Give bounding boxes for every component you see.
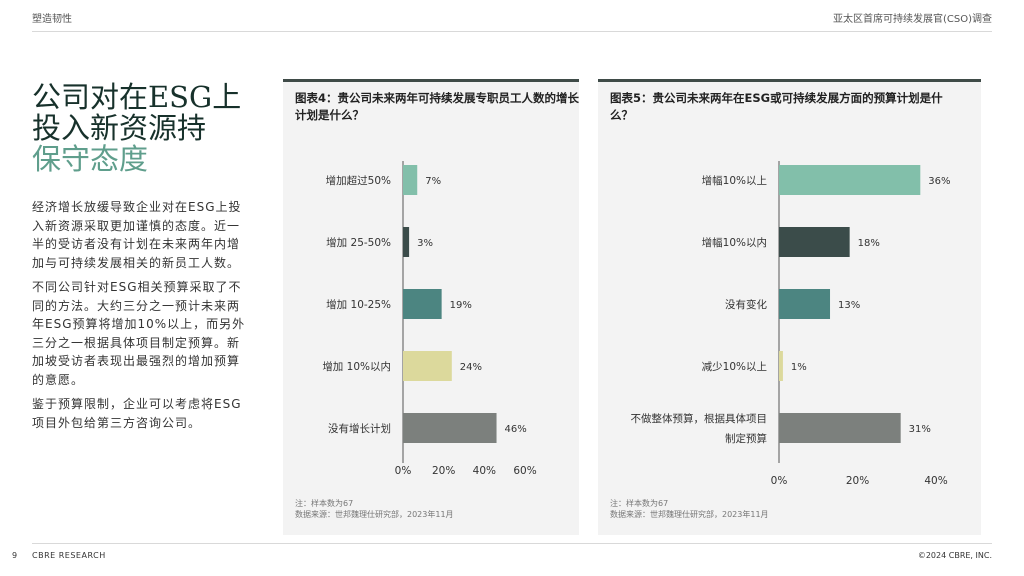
x-tick-label: 40% [473,465,496,477]
page-headline: 公司对在ESG上 投入新资源持 保守态度 [32,82,262,175]
category-label: 没有变化 [725,298,767,311]
chart-source: 数据来源：世邦魏理仕研究部，2023年11月 [610,510,769,519]
category-label: 没有增长计划 [328,422,391,435]
x-tick-label: 20% [846,475,869,487]
chart-source: 数据来源：世邦魏理仕研究部，2023年11月 [295,510,454,519]
category-label: 增幅10%以上 [702,174,767,187]
headline-line-3: 保守态度 [32,142,149,176]
chart-note: 注：样本数为67 [610,499,669,508]
x-tick-label: 60% [513,465,536,477]
chart-4-plot: 7% 增加超过50% 3% 增加 25-50% 19% 增加 10-25% 24% 增加 10… [322,161,537,477]
page-number: 9 [12,551,18,560]
bar [779,413,901,443]
bar [403,227,410,257]
bar [779,227,850,257]
data-label: 46% [505,424,527,435]
headline-line-2: 投入新资源持 [32,111,207,145]
data-label: 1% [791,362,807,373]
header-divider [32,31,992,32]
x-tick-label: 20% [432,465,455,477]
category-label: 增加 10%以内 [322,360,391,373]
data-label: 3% [417,238,433,249]
chart-5-plot: 36% 增幅10%以上 18% 增幅10%以内 13% 没有变化 1% 减少10%以上 31% 不… [631,161,951,487]
bar [403,289,442,319]
chart-title: 图表4：贵公司未来两年可持续发展专职员工人数的增长计划是什么？ [295,91,579,122]
category-label: 增加 10-25% [326,298,391,311]
x-tick-label: 0% [771,475,788,487]
category-label: 增加超过50% [326,174,391,187]
data-label: 24% [460,362,482,373]
bar [779,289,831,319]
x-tick-label: 0% [395,465,412,477]
bar [403,351,452,381]
bar [779,165,921,195]
category-label: 减少10%以上 [702,361,767,373]
report-title: 亚太区首席可持续发展官(CSO)调查 [832,14,992,25]
data-label: 19% [450,300,472,311]
bar [403,413,497,443]
category-label: 增幅10%以内 [702,236,767,249]
bar [403,165,418,195]
category-label: 制定预算 [725,432,767,445]
data-label: 13% [838,300,860,311]
body-paragraph-1: 经济增长放缓导致企业对在ESG上投入新资源采取更加谨慎的态度。近一半的受访者没有… [32,200,242,270]
brand-label: CBRE RESEARCH [32,551,106,560]
body-text: 经济增长放缓导致企业对在ESG上投入新资源采取更加谨慎的态度。近一半的受访者没有… [32,198,252,438]
body-paragraph-3: 鉴于预算限制，企业可以考虑将ESG项目外包给第三方咨询公司。 [32,397,242,430]
x-tick-label: 40% [924,475,947,487]
body-paragraph-2: 不同公司针对ESG相关预算采取了不同的方法。大约三分之一预计未来两年ESG预算将… [32,280,246,387]
bar [779,351,783,381]
headline-line-1: 公司对在ESG上 [32,80,242,114]
copyright: ©2024 CBRE, INC. [917,551,992,560]
chart-title: 图表5：贵公司未来两年在ESG或可持续发展方面的预算计划是什么？ [610,91,943,122]
category-label: 增加 25-50% [326,236,391,249]
category-label: 不做整体预算，根据具体项目 [631,412,768,425]
chart-panel-4: 图表4：贵公司未来两年可持续发展专职员工人数的增长计划是什么？ 7% 增加超过50… [283,79,579,535]
footer-divider [32,543,992,544]
chart-panel-5: 图表5：贵公司未来两年在ESG或可持续发展方面的预算计划是什么？ 36% 增幅10… [598,79,981,535]
section-label: 塑造韧性 [32,14,72,25]
chart-note: 注：样本数为67 [295,499,354,508]
data-label: 36% [928,176,950,187]
data-label: 18% [858,238,880,249]
data-label: 31% [909,424,931,435]
data-label: 7% [425,176,441,187]
